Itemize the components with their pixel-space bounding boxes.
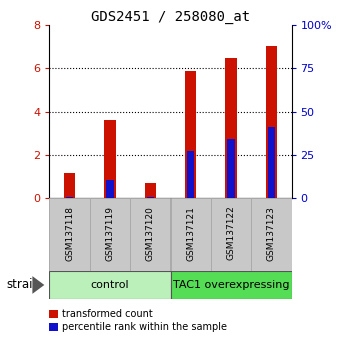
Bar (187, 150, 194, 198)
Bar (266, 46, 277, 198)
Bar (145, 183, 156, 198)
Bar (64, 173, 75, 198)
Text: GSM137118: GSM137118 (65, 206, 74, 261)
Bar (251, 198, 292, 271)
Bar (170, 198, 211, 271)
Bar (268, 127, 275, 198)
Text: GSM137123: GSM137123 (267, 206, 276, 261)
Bar (211, 198, 251, 271)
Legend: transformed count, percentile rank within the sample: transformed count, percentile rank withi… (47, 308, 229, 334)
Text: GSM137121: GSM137121 (186, 206, 195, 261)
Bar (104, 120, 116, 198)
Bar (147, 196, 154, 198)
Bar (130, 198, 170, 271)
Title: GDS2451 / 258080_at: GDS2451 / 258080_at (91, 10, 250, 24)
Text: GSM137120: GSM137120 (146, 206, 155, 261)
Bar (170, 271, 292, 299)
Bar (90, 198, 130, 271)
Text: TAC1 overexpressing: TAC1 overexpressing (173, 280, 289, 290)
Bar (49, 198, 90, 271)
Bar (49, 271, 170, 299)
Bar (225, 58, 237, 198)
Bar (185, 72, 196, 198)
Bar (227, 139, 235, 198)
Bar (106, 180, 114, 198)
Text: GSM137122: GSM137122 (226, 206, 236, 261)
Text: GSM137119: GSM137119 (105, 206, 115, 261)
Text: control: control (91, 280, 129, 290)
Text: strain: strain (7, 279, 41, 291)
